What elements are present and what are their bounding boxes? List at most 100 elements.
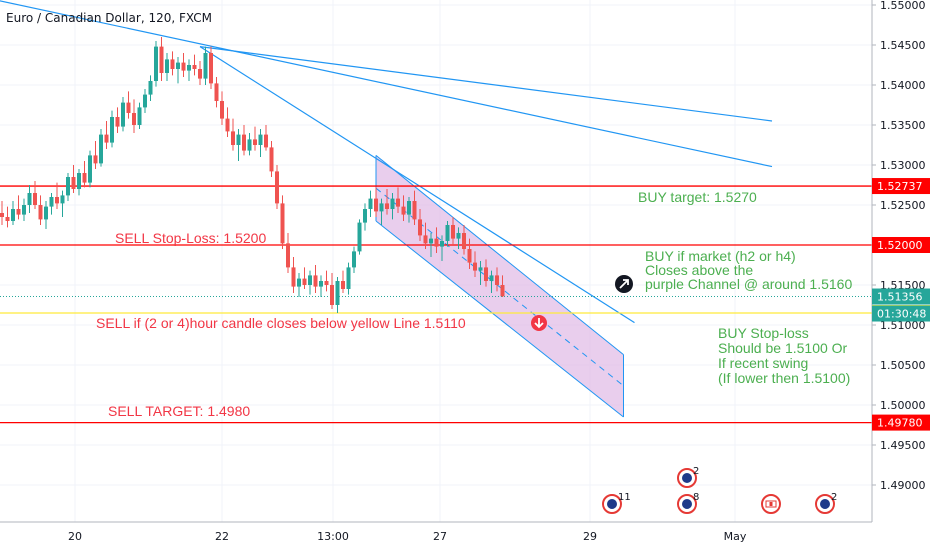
time-tick-label: 27 [433, 530, 447, 543]
candle-body [236, 134, 241, 145]
candle [143, 89, 147, 113]
candle-body [231, 131, 235, 145]
candle-body [363, 209, 367, 223]
candle-body [0, 213, 4, 217]
event-badge-count: 8 [693, 492, 699, 503]
candle [214, 77, 219, 108]
buy-stop-note-4: (If lower then 1.5100) [718, 370, 850, 386]
purple-channel [376, 155, 624, 417]
sell-if-note: SELL if (2 or 4)hour candle closes below… [96, 315, 466, 331]
candle-body [126, 102, 131, 113]
channel-lower-line [375, 220, 624, 418]
candle-body [275, 171, 279, 204]
trendline-layer [0, 0, 773, 324]
time-tick-label: 13:00 [317, 530, 349, 543]
candle-body [407, 201, 411, 215]
candle [434, 227, 439, 253]
buy-stop-note-3: If recent swing [718, 355, 808, 371]
price-tick-label: 1.53500 [880, 119, 926, 132]
candle [489, 270, 494, 293]
event-badge-3[interactable]: 8 [677, 492, 699, 514]
trendline-long-upper [0, 0, 773, 168]
candle [346, 262, 351, 295]
candle [385, 189, 389, 215]
candle-body [264, 134, 268, 148]
event-badge-1[interactable]: 11 [602, 492, 631, 514]
candle-body [242, 134, 246, 151]
candle-body [99, 134, 103, 164]
candle [379, 198, 384, 225]
candle-body [451, 225, 455, 239]
candle [412, 190, 417, 225]
eu-flag-icon [682, 499, 692, 509]
candle-body [159, 46, 164, 73]
candle-body [82, 173, 87, 183]
candle-body [302, 278, 307, 285]
candle-body [77, 173, 81, 189]
candle-body [412, 201, 417, 220]
eu-flag-icon [607, 499, 617, 509]
candle-body [49, 197, 54, 207]
candle-body [467, 249, 472, 263]
candle-body [423, 235, 428, 244]
candle-body [181, 62, 186, 71]
candle [55, 182, 59, 209]
candle [231, 118, 235, 151]
candle-body [280, 203, 285, 244]
candle-body [352, 251, 356, 268]
candle-body [456, 233, 461, 239]
candle-body [11, 209, 15, 221]
candle [110, 110, 114, 148]
event-badge-5[interactable]: 2 [815, 492, 837, 514]
candle-body [187, 65, 191, 71]
candle [352, 246, 356, 273]
candle [121, 97, 125, 132]
event-badge-count: 11 [618, 492, 631, 503]
candle [462, 225, 466, 255]
candle [467, 238, 472, 269]
candle-body [93, 155, 98, 164]
sell-stop-loss-line-tag-text: 1.52000 [877, 239, 923, 252]
candle-body [478, 267, 483, 271]
sell-target-line-tag: 1.49780 [872, 414, 930, 431]
buy-target-line-tag-bg [872, 178, 930, 195]
symbol-title: Euro / Canadian Dollar, 120, FXCM [6, 11, 212, 25]
candle [407, 197, 411, 223]
candle-body [324, 281, 329, 285]
candle [88, 150, 92, 188]
candle-body [220, 101, 224, 119]
sell-target-note: SELL TARGET: 1.4980 [108, 403, 250, 419]
event-badge-4[interactable] [761, 494, 781, 514]
buy-target-line-tag-text: 1.52737 [877, 180, 923, 193]
candle [264, 125, 268, 151]
candle-body [440, 241, 444, 247]
candle [198, 61, 202, 85]
event-badge-layer: 11 2 8 2 [602, 466, 837, 514]
candle [5, 206, 10, 228]
event-badge-2[interactable]: 2 [677, 466, 699, 488]
candle-body [429, 238, 433, 244]
candle-body [132, 113, 136, 125]
candle [363, 203, 367, 231]
candle [104, 121, 109, 149]
candle [11, 201, 15, 225]
current-price-tag-text: 1.51356 [877, 291, 923, 304]
countdown-tag: 01:30:48 [872, 305, 930, 322]
sell-arrow-icon[interactable] [531, 315, 547, 331]
buy-arrow-glyph [619, 279, 629, 289]
sell-arrow-glyph [534, 318, 544, 329]
candle [16, 195, 21, 220]
candle [209, 46, 213, 89]
candle [132, 99, 136, 133]
candle [154, 41, 158, 87]
price-tick-label: 1.50500 [880, 359, 926, 372]
buy-arrow-icon[interactable] [615, 275, 633, 293]
candle [423, 222, 428, 249]
time-tick-label: 29 [583, 530, 597, 543]
candle [473, 251, 477, 277]
candle [49, 193, 54, 215]
buy-stop-note-1: BUY Stop-loss [718, 325, 809, 341]
candle-body [170, 59, 175, 69]
